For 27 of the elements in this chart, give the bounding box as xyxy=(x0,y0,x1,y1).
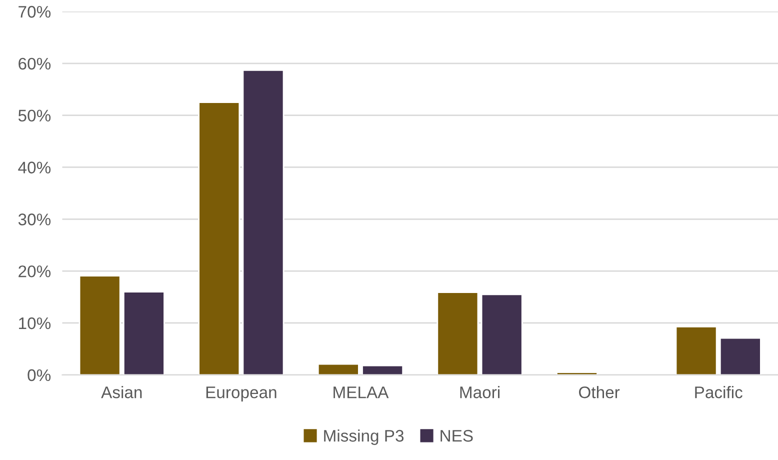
bar xyxy=(480,294,523,375)
y-tick-label: 10% xyxy=(19,317,51,330)
x-tick-label: European xyxy=(206,386,276,402)
bar xyxy=(78,275,121,375)
bar xyxy=(122,291,165,375)
x-tick-label: Asian xyxy=(101,386,142,398)
y-tick-label: 20% xyxy=(18,265,51,278)
bar xyxy=(675,326,718,375)
x-tick-label: Other xyxy=(579,386,620,398)
bar xyxy=(242,69,284,375)
legend-label: NES xyxy=(440,430,473,442)
bar xyxy=(198,102,240,375)
bar xyxy=(362,364,404,375)
x-tick-label: Maori xyxy=(460,386,500,398)
bar xyxy=(719,337,762,375)
bar xyxy=(317,363,360,375)
y-tick-label: 0% xyxy=(28,369,51,382)
y-tick-label: 70% xyxy=(18,6,51,18)
x-tick-label: Pacific xyxy=(695,386,742,398)
y-tick-label: 40% xyxy=(18,162,51,174)
y-tick-label: 60% xyxy=(18,58,51,70)
legend-label: Missing P3 xyxy=(324,429,404,445)
y-tick-label: 50% xyxy=(18,110,51,122)
y-tick-label: 30% xyxy=(18,214,51,226)
x-tick-label: MELAA xyxy=(334,386,389,398)
bar xyxy=(556,372,598,375)
bar xyxy=(436,292,479,375)
